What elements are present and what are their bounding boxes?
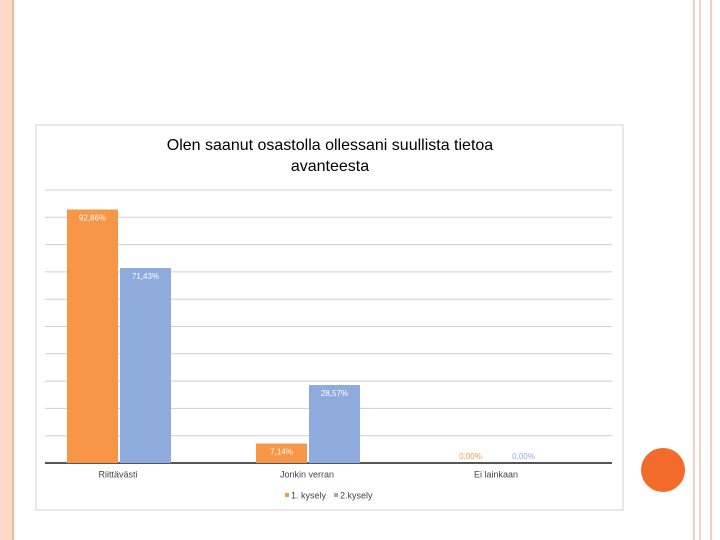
data-label: 7,14% bbox=[270, 448, 293, 457]
legend-label: 2.kysely bbox=[340, 490, 373, 500]
legend-label: 1. kysely bbox=[291, 490, 327, 500]
data-label: 28,57% bbox=[321, 389, 348, 398]
bar bbox=[120, 267, 171, 463]
data-label: 92,86% bbox=[79, 214, 106, 223]
x-tick-label: Riittävästi bbox=[98, 469, 137, 479]
x-tick-label: Jonkin verran bbox=[280, 469, 334, 479]
slide-border bbox=[0, 0, 12, 540]
chart-title: Olen saanut osastolla ollessani suullist… bbox=[167, 137, 494, 175]
legend-swatch bbox=[334, 493, 339, 497]
slide-border bbox=[12, 0, 14, 540]
data-label: 71,43% bbox=[132, 272, 159, 281]
bar bbox=[67, 209, 118, 463]
x-tick-label: Ei lainkaan bbox=[474, 469, 518, 479]
data-label: 0,00% bbox=[459, 452, 482, 461]
bar bbox=[309, 385, 360, 463]
decor-circle bbox=[641, 448, 685, 492]
legend-swatch bbox=[285, 493, 289, 497]
data-label: 0,00% bbox=[512, 452, 535, 461]
bar bbox=[256, 443, 307, 463]
